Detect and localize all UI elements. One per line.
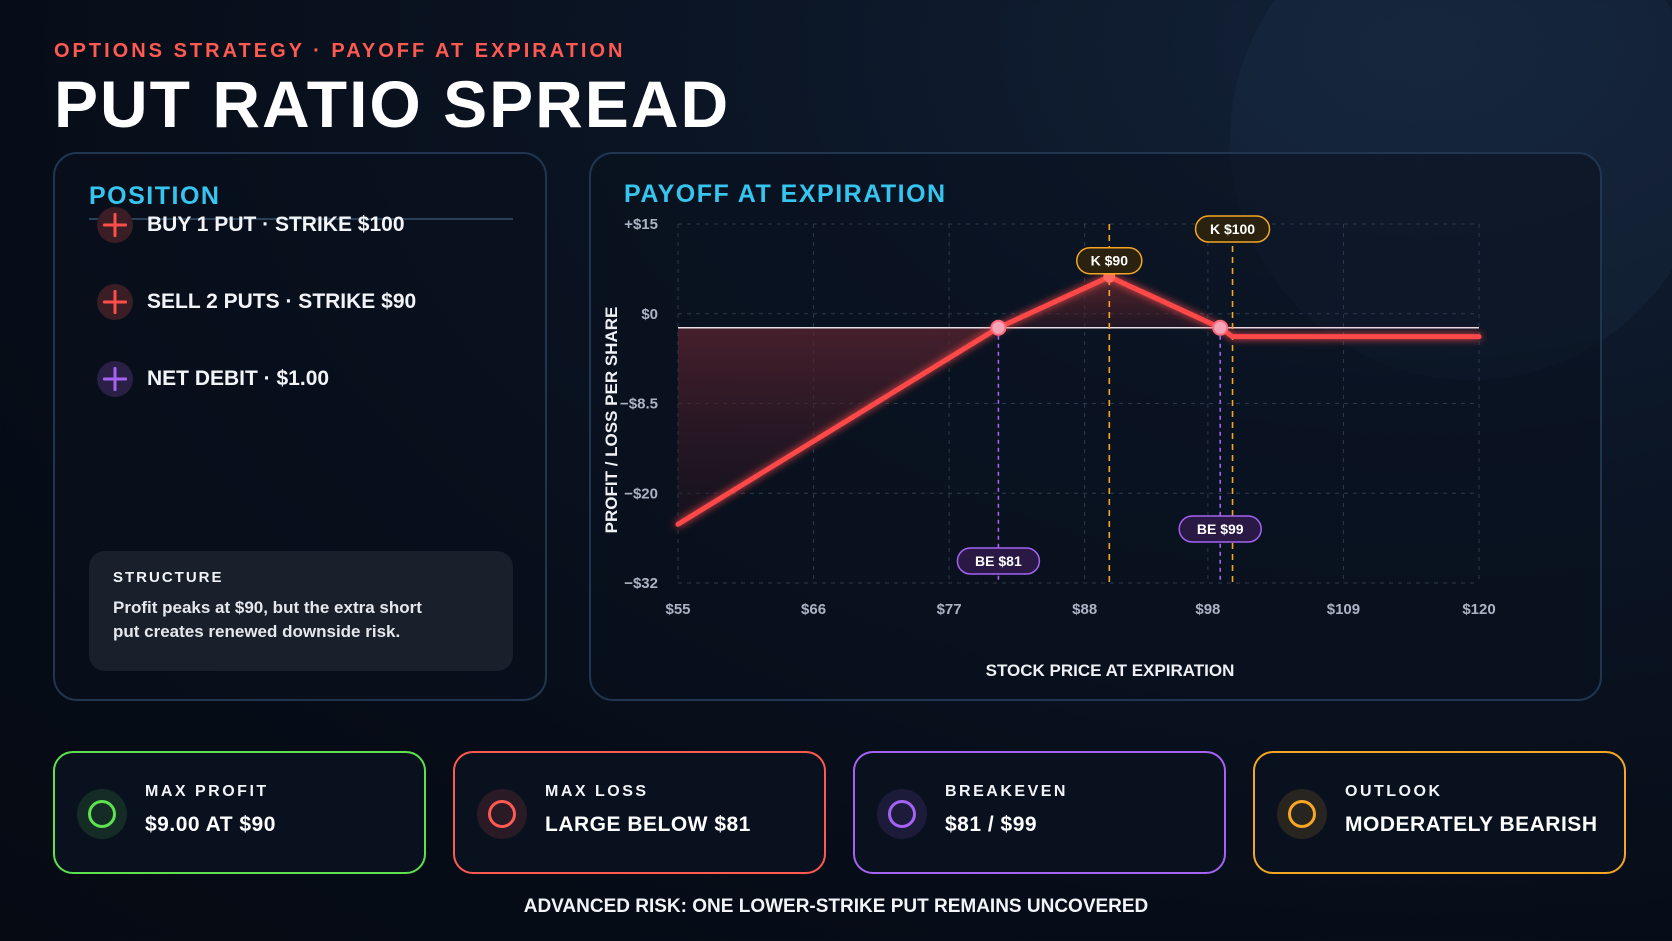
y-tick-label: $0 xyxy=(641,306,658,323)
stat-value: $81 / $99 xyxy=(945,813,1038,836)
y-tick-label: −$8.5 xyxy=(620,396,658,413)
stat-label: MAX LOSS xyxy=(545,783,649,800)
position-panel: POSITION BUY 1 PUT · STRIKE $100 SELL 2 … xyxy=(53,152,547,701)
y-tick-label: +$15 xyxy=(624,216,658,233)
plus-icon xyxy=(97,284,133,320)
position-item-net-debit: NET DEBIT · $1.00 xyxy=(97,361,329,397)
breakeven-label: BE $99 xyxy=(1197,521,1244,537)
stat-card-breakeven: BREAKEVEN $81 / $99 xyxy=(853,751,1226,874)
kicker-text: OPTIONS STRATEGY · PAYOFF AT EXPIRATION xyxy=(54,40,626,62)
stat-label: OUTLOOK xyxy=(1345,783,1443,800)
position-item-sell-puts: SELL 2 PUTS · STRIKE $90 xyxy=(97,284,416,320)
y-tick-label: −$20 xyxy=(624,485,658,502)
breakeven-dot xyxy=(1212,319,1229,336)
position-item-label: BUY 1 PUT · STRIKE $100 xyxy=(147,213,405,236)
chart-panel: PAYOFF AT EXPIRATION $55 $66 $77 $88 $98 $109… xyxy=(589,152,1602,701)
stat-label: BREAKEVEN xyxy=(945,783,1068,800)
circle-icon xyxy=(877,789,927,839)
plus-icon xyxy=(97,361,133,397)
x-tick-label: $109 xyxy=(1327,601,1360,618)
payoff-chart: $55 $66 $77 $88 $98 $109 $120 +$15 $0 −$8.5 −$20 −$… xyxy=(602,215,1496,680)
x-tick-label: $55 xyxy=(665,601,690,618)
payoff-line xyxy=(675,274,1482,527)
structure-title: STRUCTURE xyxy=(113,569,224,586)
plus-icon xyxy=(97,207,133,243)
breakeven-label-pill xyxy=(956,547,1041,575)
position-item-label: NET DEBIT · $1.00 xyxy=(147,367,330,390)
position-item-label: SELL 2 PUTS · STRIKE $90 xyxy=(147,290,417,313)
position-divider xyxy=(89,218,513,220)
x-axis-label: STOCK PRICE AT EXPIRATION xyxy=(986,661,1235,680)
x-tick-label: $120 xyxy=(1462,601,1495,618)
structure-note: STRUCTURE Profit peaks at $90, but the e… xyxy=(89,551,513,671)
strike-label-pill xyxy=(1194,215,1271,243)
stat-card-max-loss: MAX LOSS LARGE BELOW $81 xyxy=(453,751,826,874)
breakeven-label-pill xyxy=(1178,515,1262,543)
position-heading: POSITION xyxy=(89,182,221,210)
chart-heading: PAYOFF AT EXPIRATION xyxy=(624,180,947,208)
strike-label-pill xyxy=(1076,246,1143,275)
y-tick-label: −$32 xyxy=(624,575,658,592)
stat-value: LARGE BELOW $81 xyxy=(545,813,751,836)
x-tick-label: $98 xyxy=(1195,601,1220,618)
circle-icon xyxy=(1277,789,1327,839)
breakeven-dot xyxy=(990,319,1007,336)
x-tick-label: $66 xyxy=(801,601,826,618)
position-item-buy-put: BUY 1 PUT · STRIKE $100 xyxy=(97,207,405,243)
strike-label: K $90 xyxy=(1091,253,1129,269)
circle-icon xyxy=(477,789,527,839)
page-title: PUT RATIO SPREAD xyxy=(54,67,731,141)
x-tick-label: $88 xyxy=(1072,601,1097,618)
stat-value: $9.00 AT $90 xyxy=(145,813,276,836)
strike-label: K $100 xyxy=(1210,221,1255,237)
stat-value: MODERATELY BEARISH xyxy=(1345,813,1598,836)
stat-card-outlook: OUTLOOK MODERATELY BEARISH xyxy=(1253,751,1626,874)
stat-label: MAX PROFIT xyxy=(145,783,269,800)
y-axis-label: PROFIT / LOSS PER SHARE xyxy=(602,307,621,534)
breakeven-label: BE $81 xyxy=(975,553,1022,569)
circle-icon xyxy=(77,789,127,839)
x-tick-label: $77 xyxy=(937,601,962,618)
structure-text: Profit peaks at $90, but the extra short… xyxy=(113,598,422,641)
footer-note: ADVANCED RISK: ONE LOWER-STRIKE PUT REMA… xyxy=(523,896,1149,917)
stat-card-max-profit: MAX PROFIT $9.00 AT $90 xyxy=(53,751,426,874)
